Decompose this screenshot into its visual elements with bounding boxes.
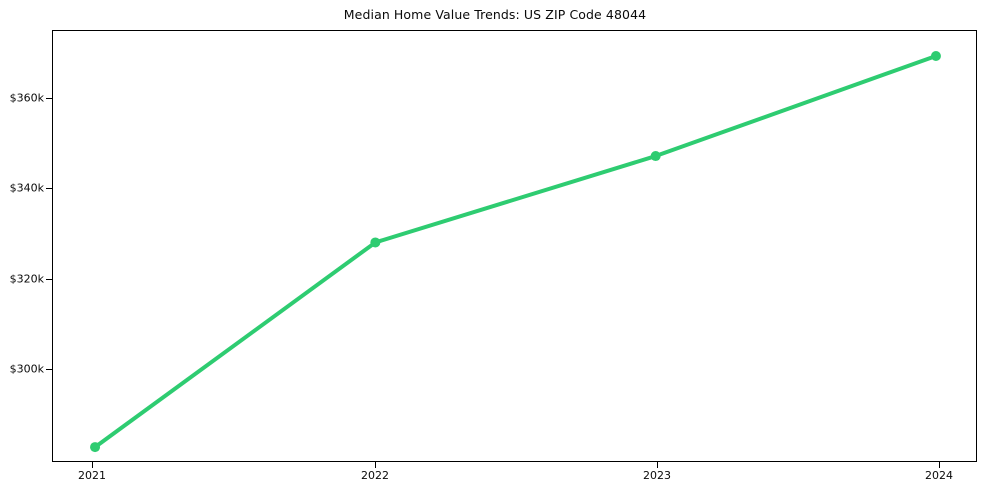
line-series-svg [90,51,941,453]
x-tick-label: 2024 [925,469,953,482]
x-tick-mark [657,462,658,468]
y-tick-label: $320k [9,272,44,286]
y-tick-label: $360k [9,91,44,105]
data-point-marker [90,442,101,453]
y-axis-tick-labels: $360k $340k $320k $300k [0,0,44,490]
x-tick-mark [92,462,93,468]
plot-area [52,30,977,462]
data-point-marker [370,237,381,248]
x-tick-label: 2021 [78,469,106,482]
data-point-marker [930,51,941,62]
chart-title: Median Home Value Trends: US ZIP Code 48… [343,7,647,22]
data-point-marker [650,151,661,162]
x-tick-mark [375,462,376,468]
y-tick-mark [46,188,52,189]
y-tick-label: $340k [9,181,44,195]
y-tick-mark [46,369,52,370]
x-tick-label: 2023 [643,469,671,482]
series-markers [90,51,941,453]
y-tick-label: $300k [9,362,44,376]
x-tick-mark [939,462,940,468]
y-tick-mark [46,279,52,280]
series-line [93,54,938,450]
y-tick-mark [46,98,52,99]
x-tick-label: 2022 [361,469,389,482]
